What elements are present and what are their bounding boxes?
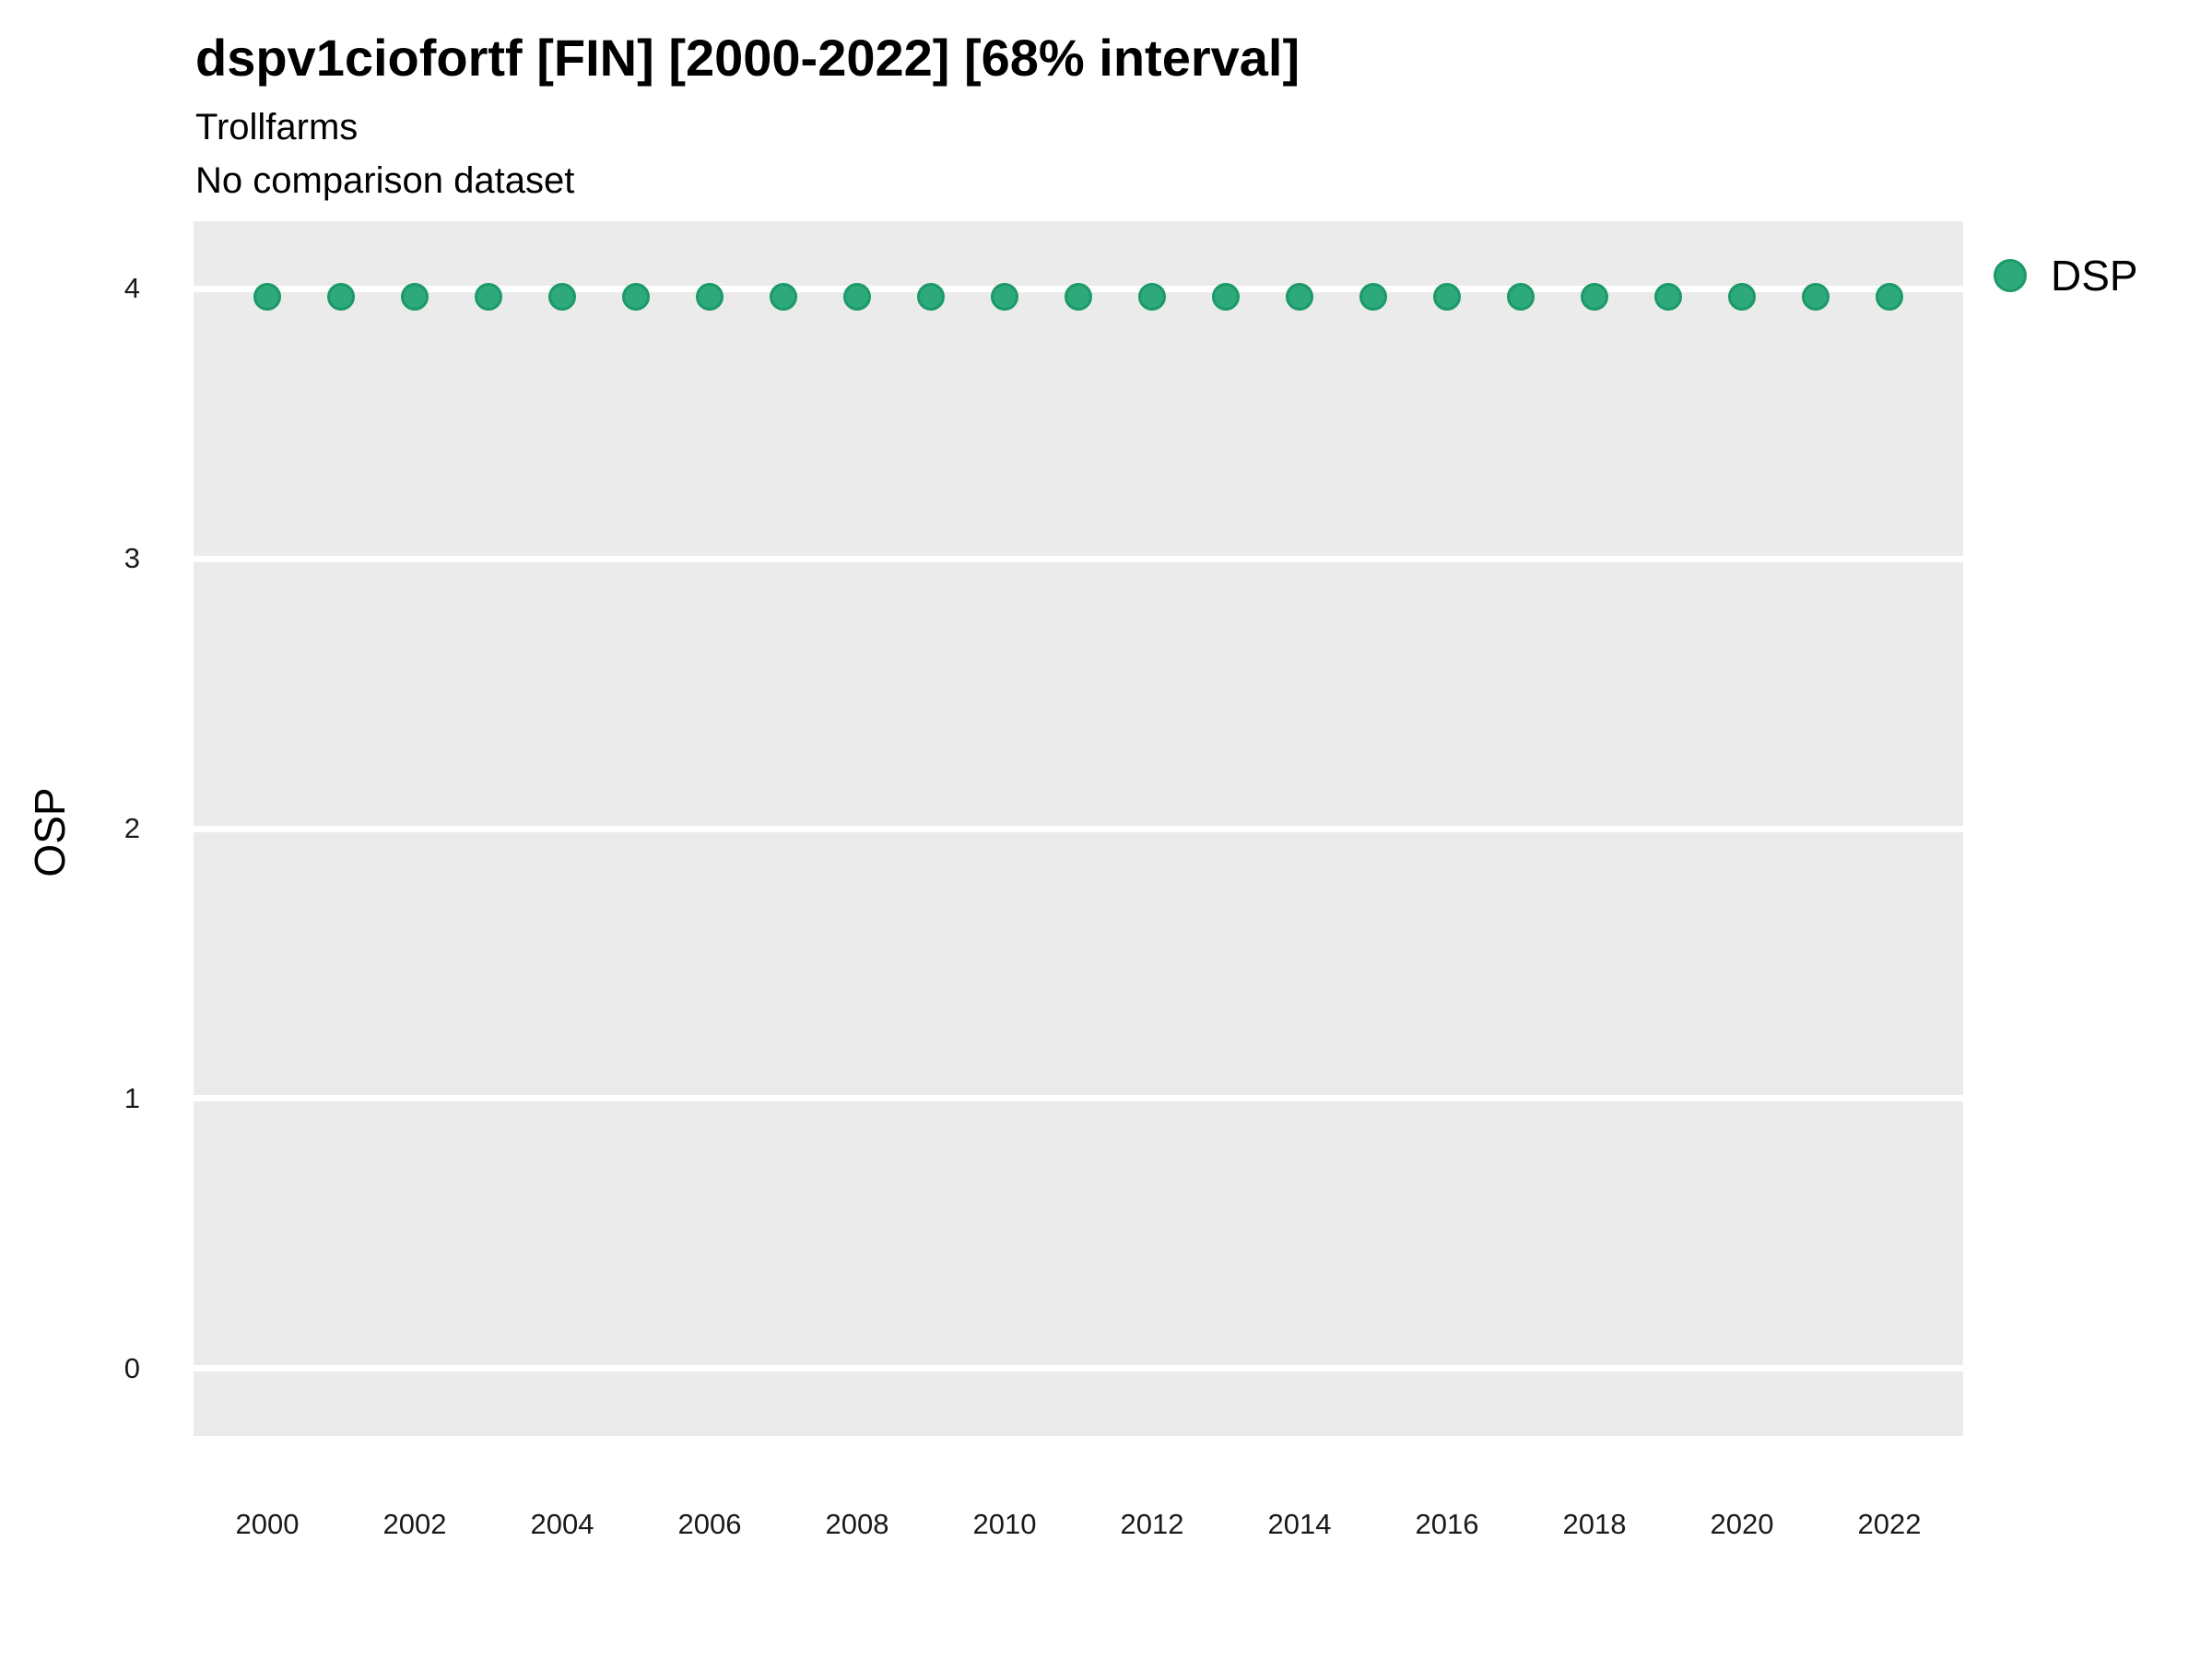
data-point	[991, 283, 1018, 311]
x-tick-label: 2014	[1267, 1508, 1332, 1540]
chart-subtitle: Trollfarms	[195, 107, 359, 147]
y-tick-label: 4	[124, 272, 140, 305]
plot-panel	[194, 221, 1963, 1436]
x-tick-label: 2010	[972, 1508, 1037, 1540]
data-point	[1359, 283, 1387, 311]
data-point	[475, 283, 502, 311]
y-gridline	[194, 555, 1963, 562]
data-point	[401, 283, 429, 311]
x-tick-label: 2000	[235, 1508, 300, 1540]
data-point	[1065, 283, 1092, 311]
x-tick-label: 2022	[1857, 1508, 1922, 1540]
x-tick-label: 2012	[1120, 1508, 1184, 1540]
x-tick-label: 2004	[530, 1508, 594, 1540]
data-point	[1212, 283, 1240, 311]
comparison-note: No comparison dataset	[195, 160, 575, 201]
y-gridline	[194, 825, 1963, 832]
x-tick-label: 2020	[1710, 1508, 1774, 1540]
legend-label: DSP	[2051, 252, 2138, 300]
legend-circle-icon	[1994, 259, 2027, 292]
legend: DSP	[1994, 254, 2138, 297]
data-point	[1802, 283, 1830, 311]
y-gridline	[194, 1365, 1963, 1372]
chart-title: dspv1ciofortf [FIN] [2000-2022] [68% int…	[195, 29, 1300, 87]
data-point	[843, 283, 871, 311]
data-point	[1138, 283, 1166, 311]
x-tick-label: 2018	[1562, 1508, 1627, 1540]
data-point	[327, 283, 355, 311]
data-point	[1581, 283, 1608, 311]
data-point	[1286, 283, 1313, 311]
data-point	[696, 283, 724, 311]
data-point	[770, 283, 797, 311]
data-point	[548, 283, 576, 311]
data-point	[1876, 283, 1903, 311]
data-point	[917, 283, 945, 311]
y-tick-label: 3	[124, 542, 140, 575]
y-tick-label: 1	[124, 1081, 140, 1114]
y-tick-label: 0	[124, 1351, 140, 1384]
x-tick-label: 2006	[677, 1508, 742, 1540]
data-point	[1654, 283, 1682, 311]
y-gridline	[194, 1095, 1963, 1102]
data-point	[1728, 283, 1756, 311]
data-point	[253, 283, 281, 311]
data-point	[1433, 283, 1461, 311]
y-tick-label: 2	[124, 812, 140, 844]
x-tick-label: 2002	[382, 1508, 447, 1540]
x-tick-label: 2008	[825, 1508, 889, 1540]
x-tick-label: 2016	[1415, 1508, 1479, 1540]
data-point	[1507, 283, 1535, 311]
data-point	[622, 283, 650, 311]
